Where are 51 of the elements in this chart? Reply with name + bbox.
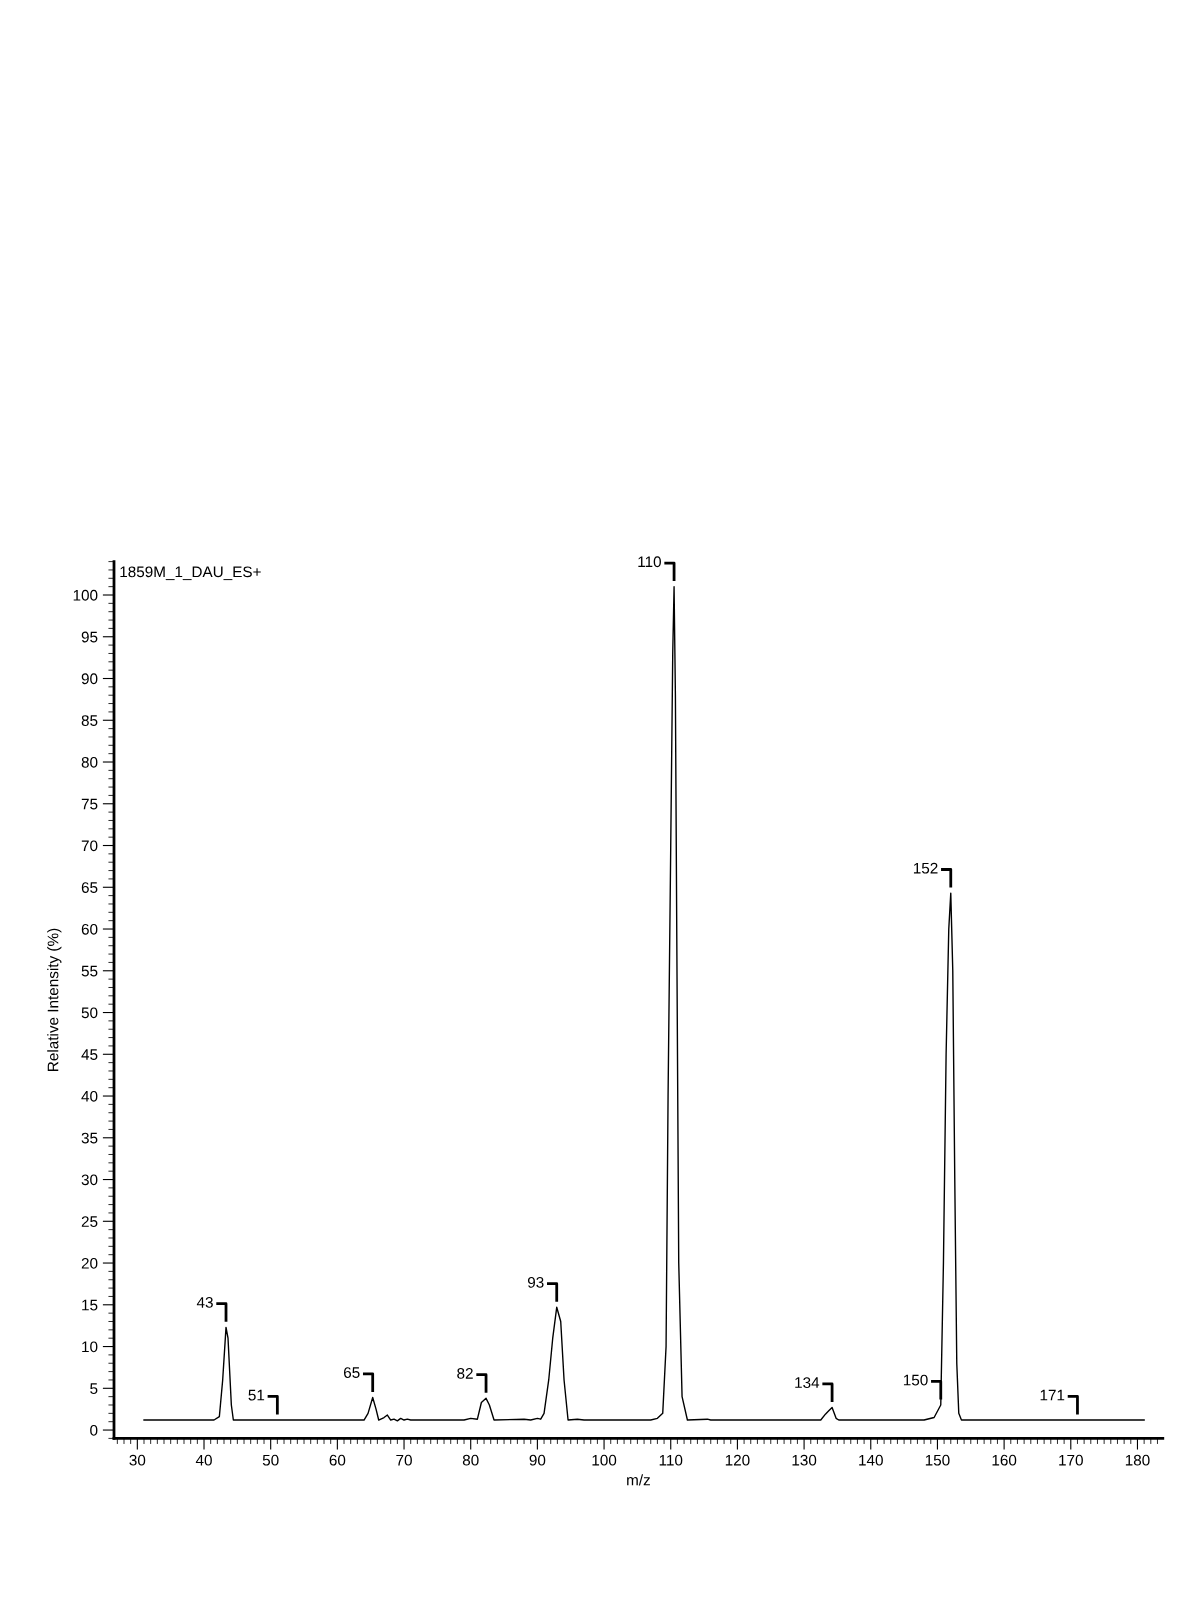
y-tick-label: 10 xyxy=(82,1341,98,1353)
y-tick-label: 0 xyxy=(90,1424,98,1436)
x-tick-label: 150 xyxy=(925,1454,950,1466)
annotation: 43 xyxy=(196,1297,213,1308)
annotation: 152 xyxy=(913,862,938,874)
annotation: 51 xyxy=(248,1389,265,1401)
x-axis-title: m/z xyxy=(627,1474,650,1486)
annotation: 82 xyxy=(457,1367,473,1379)
x-tick-label: 60 xyxy=(329,1454,346,1466)
annotation: 150 xyxy=(903,1374,928,1386)
annotation: 65 xyxy=(343,1367,360,1378)
y-tick-label: 50 xyxy=(81,1007,98,1019)
y-tick-label: 5 xyxy=(90,1383,98,1394)
y-axis-title: Relative Intensity (%) xyxy=(47,928,62,1071)
y-tick-label: 20 xyxy=(81,1257,98,1269)
y-tick-label: 75 xyxy=(81,798,98,810)
annotation: 110 xyxy=(638,556,661,568)
x-tick-label: 140 xyxy=(859,1454,883,1466)
line-series xyxy=(143,585,1145,1422)
x-tick-label: 110 xyxy=(659,1454,683,1466)
y-tick-label: 25 xyxy=(81,1216,98,1227)
y-tick-label: 90 xyxy=(81,673,98,685)
x-tick-label: 80 xyxy=(462,1454,479,1466)
annotation: 93 xyxy=(527,1276,544,1288)
x-tick-label: 30 xyxy=(129,1454,146,1466)
x-tick-label: 160 xyxy=(992,1454,1017,1466)
annotation: 134 xyxy=(795,1377,820,1388)
x-tick-label: 70 xyxy=(396,1454,412,1466)
y-tick-label: 60 xyxy=(81,923,98,935)
y-tick-label: 45 xyxy=(81,1049,98,1060)
y-tick-label: 100 xyxy=(73,589,98,601)
annotation: 171 xyxy=(1040,1389,1065,1401)
x-tick-label: 130 xyxy=(792,1454,817,1466)
y-tick-label: 70 xyxy=(81,840,98,852)
x-tick-label: 120 xyxy=(725,1454,750,1466)
y-tick-label: 65 xyxy=(81,882,98,893)
x-tick-label: 180 xyxy=(1125,1454,1150,1466)
x-tick-label: 40 xyxy=(195,1454,212,1466)
y-tick-label: 80 xyxy=(81,756,98,768)
chart-title: 1859M_1_DAU_ES+ xyxy=(120,566,261,581)
y-tick-label: 35 xyxy=(81,1132,98,1144)
y-tick-label: 85 xyxy=(81,715,98,726)
x-tick-label: 50 xyxy=(262,1454,279,1466)
x-tick-label: 170 xyxy=(1059,1454,1083,1466)
y-tick-label: 55 xyxy=(81,965,98,977)
y-tick-label: 15 xyxy=(82,1299,98,1311)
y-tick-label: 95 xyxy=(81,631,98,643)
x-tick-label: 100 xyxy=(592,1454,617,1466)
x-tick-label: 90 xyxy=(529,1454,546,1466)
y-tick-label: 40 xyxy=(81,1090,98,1102)
y-tick-label: 30 xyxy=(81,1174,98,1186)
